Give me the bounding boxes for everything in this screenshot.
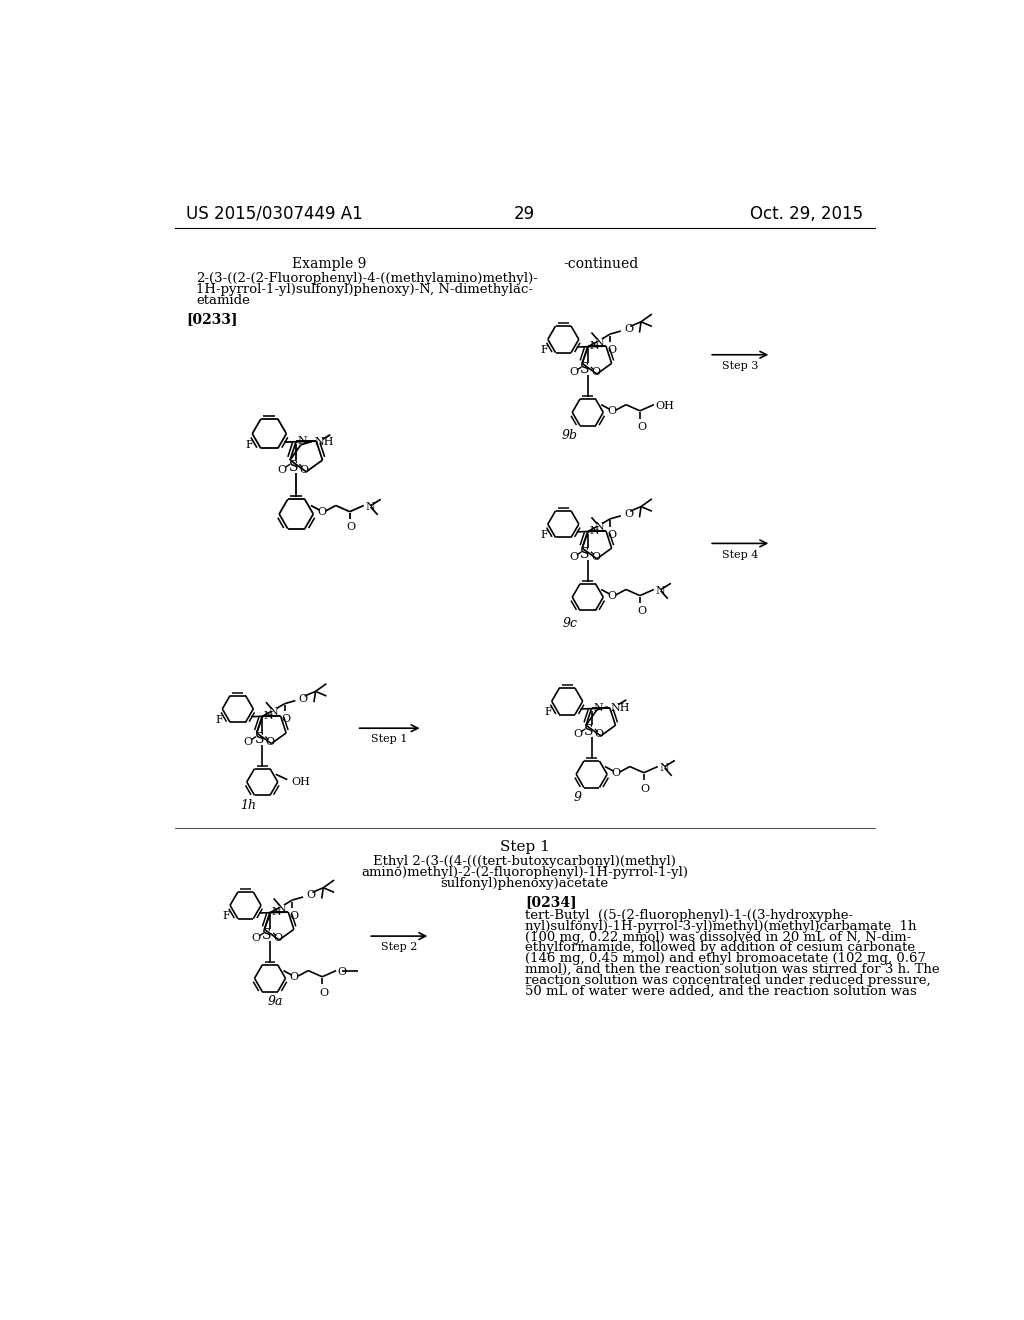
Text: N: N — [298, 436, 307, 446]
Text: O: O — [347, 523, 356, 532]
Text: Example 9: Example 9 — [292, 257, 367, 271]
Text: O: O — [569, 367, 579, 378]
Text: O: O — [338, 968, 347, 977]
Text: S: S — [254, 731, 264, 746]
Text: 9: 9 — [573, 792, 582, 804]
Text: F: F — [541, 345, 549, 355]
Text: 29: 29 — [514, 205, 536, 223]
Text: etamide: etamide — [197, 294, 250, 308]
Text: Oct. 29, 2015: Oct. 29, 2015 — [751, 205, 863, 223]
Text: Step 3: Step 3 — [722, 360, 759, 371]
Text: O: O — [595, 729, 604, 739]
Text: O: O — [273, 933, 283, 944]
Text: S: S — [580, 362, 590, 376]
Text: O: O — [298, 694, 307, 704]
Text: F: F — [215, 714, 223, 725]
Text: O: O — [282, 714, 291, 725]
Text: Ethyl 2-(3-((4-(((tert-butoxycarbonyl)(methyl): Ethyl 2-(3-((4-(((tert-butoxycarbonyl)(m… — [374, 855, 676, 869]
Text: NH: NH — [610, 702, 631, 713]
Text: S: S — [262, 928, 271, 942]
Text: O: O — [319, 987, 329, 998]
Text: US 2015/0307449 A1: US 2015/0307449 A1 — [186, 205, 362, 223]
Text: O: O — [624, 510, 633, 519]
Text: 1H-pyrrol-1-yl)sulfonyl)phenoxy)-N, N-dimethylac-: 1H-pyrrol-1-yl)sulfonyl)phenoxy)-N, N-di… — [197, 284, 534, 296]
Text: Step 2: Step 2 — [381, 942, 418, 952]
Text: N: N — [594, 338, 604, 347]
Text: N: N — [366, 502, 375, 512]
Text: S: S — [580, 546, 590, 561]
Text: nyl)sulfonyl)-1H-pyrrol-3-yl)methyl)(methyl)carbamate  1h: nyl)sulfonyl)-1H-pyrrol-3-yl)methyl)(met… — [524, 920, 916, 933]
Text: O: O — [637, 606, 646, 616]
Text: O: O — [573, 729, 583, 739]
Text: O: O — [289, 911, 298, 921]
Text: S: S — [584, 725, 593, 738]
Text: Step 1: Step 1 — [500, 840, 550, 854]
Text: amino)methyl)-2-(2-fluorophenyl)-1H-pyrrol-1-yl): amino)methyl)-2-(2-fluorophenyl)-1H-pyrr… — [361, 866, 688, 879]
Text: OH: OH — [291, 777, 310, 787]
Text: F: F — [223, 911, 230, 921]
Text: S: S — [289, 459, 298, 474]
Text: OH: OH — [655, 401, 675, 412]
Text: Step 1: Step 1 — [372, 734, 408, 744]
Text: sulfonyl)phenoxy)acetate: sulfonyl)phenoxy)acetate — [440, 876, 609, 890]
Text: 50 mL of water were added, and the reaction solution was: 50 mL of water were added, and the react… — [524, 985, 916, 998]
Text: [0233]: [0233] — [186, 313, 238, 326]
Text: O: O — [252, 933, 261, 944]
Text: [0234]: [0234] — [524, 895, 577, 909]
Text: mmol), and then the reaction solution was stirred for 3 h. The: mmol), and then the reaction solution wa… — [524, 964, 939, 975]
Text: O: O — [299, 465, 308, 475]
Text: 9a: 9a — [267, 995, 283, 1008]
Text: F: F — [246, 441, 253, 450]
Text: 9c: 9c — [562, 616, 578, 630]
Text: NH: NH — [314, 437, 334, 447]
Text: N: N — [590, 341, 599, 351]
Text: Step 4: Step 4 — [722, 549, 759, 560]
Text: N: N — [594, 523, 604, 532]
Text: O: O — [641, 784, 650, 793]
Text: N: N — [264, 710, 273, 721]
Text: O: O — [607, 590, 616, 601]
Text: ethylformamide, followed by addition of cesium carbonate: ethylformamide, followed by addition of … — [524, 941, 914, 954]
Text: O: O — [290, 972, 299, 982]
Text: O: O — [591, 367, 600, 378]
Text: O: O — [637, 421, 646, 432]
Text: O: O — [607, 345, 616, 355]
Text: N: N — [655, 586, 666, 597]
Text: (146 mg, 0.45 mmol) and ethyl bromoacetate (102 mg, 0.67: (146 mg, 0.45 mmol) and ethyl bromoaceta… — [524, 952, 926, 965]
Text: N: N — [271, 907, 282, 917]
Text: tert-Butyl  ((5-(2-fluorophenyl)-1-((3-hydroxyphe-: tert-Butyl ((5-(2-fluorophenyl)-1-((3-hy… — [524, 909, 853, 923]
Text: N: N — [593, 704, 603, 713]
Text: O: O — [607, 405, 616, 416]
Text: O: O — [569, 552, 579, 562]
Text: O: O — [611, 768, 621, 777]
Text: O: O — [306, 891, 315, 900]
Text: O: O — [624, 325, 633, 334]
Text: O: O — [244, 737, 253, 747]
Text: O: O — [317, 507, 327, 516]
Text: O: O — [607, 529, 616, 540]
Text: F: F — [541, 529, 549, 540]
Text: F: F — [545, 708, 552, 717]
Text: 2-(3-((2-(2-Fluorophenyl)-4-((methylamino)methyl)-: 2-(3-((2-(2-Fluorophenyl)-4-((methylamin… — [197, 272, 538, 285]
Text: O: O — [278, 465, 287, 475]
Text: O: O — [265, 737, 274, 747]
Text: 9b: 9b — [562, 429, 578, 442]
Text: (100 mg, 0.22 mmol) was dissolved in 20 mL of N, N-dim-: (100 mg, 0.22 mmol) was dissolved in 20 … — [524, 931, 911, 944]
Text: O: O — [591, 552, 600, 562]
Text: -continued: -continued — [563, 257, 638, 271]
Text: N: N — [276, 903, 287, 913]
Text: 1h: 1h — [240, 799, 256, 812]
Text: reaction solution was concentrated under reduced pressure,: reaction solution was concentrated under… — [524, 974, 931, 987]
Text: N: N — [659, 763, 669, 774]
Text: N: N — [269, 708, 279, 717]
Text: N: N — [590, 525, 599, 536]
